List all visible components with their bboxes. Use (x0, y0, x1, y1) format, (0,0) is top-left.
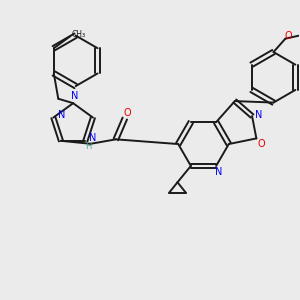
Text: O: O (284, 31, 292, 41)
Text: H: H (85, 142, 92, 151)
Text: N: N (215, 167, 223, 178)
Text: N: N (58, 110, 65, 120)
Text: O: O (123, 108, 131, 118)
Text: O: O (257, 139, 265, 149)
Text: N: N (255, 110, 262, 119)
Text: N: N (71, 91, 78, 101)
Text: CH₃: CH₃ (72, 30, 86, 39)
Text: N: N (89, 134, 97, 143)
